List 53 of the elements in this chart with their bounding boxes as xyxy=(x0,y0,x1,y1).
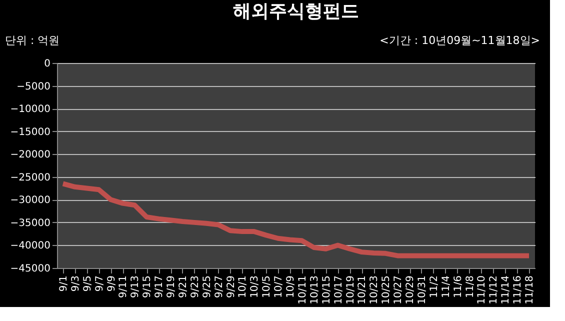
x-tick-label: 11/10 xyxy=(476,276,488,304)
x-tick-label: 11/6 xyxy=(452,276,464,298)
y-tick-label: −10000 xyxy=(10,104,50,116)
x-tick-label: 9/17 xyxy=(154,276,166,298)
y-tick-label: −45000 xyxy=(10,264,50,274)
x-tick-label: 10/27 xyxy=(393,276,404,304)
x-tick-label: 10/31 xyxy=(416,276,428,304)
x-tick-label: 10/3 xyxy=(250,276,261,298)
y-tick-label: −40000 xyxy=(10,240,50,252)
x-tick-label: 9/7 xyxy=(94,276,106,292)
y-tick-label: −25000 xyxy=(10,172,50,184)
x-tick-label: 9/9 xyxy=(106,276,118,292)
x-tick-label: 10/1 xyxy=(238,276,249,298)
y-tick-label: −5000 xyxy=(16,81,50,92)
x-tick-label: 9/19 xyxy=(166,276,178,298)
x-tick-label: 11/12 xyxy=(488,276,500,304)
y-tick-label: −15000 xyxy=(10,126,50,138)
x-tick-label: 9/21 xyxy=(178,276,189,298)
x-tick-label: 10/5 xyxy=(262,276,273,298)
y-tick-label: −35000 xyxy=(10,218,50,229)
x-tick-label: 9/13 xyxy=(130,276,142,298)
text: 단위 : 억원 xyxy=(5,34,60,47)
x-tick-label: 10/19 xyxy=(345,276,356,304)
chart-title: 해외주식형펀드 xyxy=(233,1,359,22)
x-tick-label: 11/14 xyxy=(500,276,512,304)
x-tick-label: 9/27 xyxy=(214,276,225,298)
x-tick-label: 9/15 xyxy=(142,276,154,298)
y-tick-label: 0 xyxy=(44,58,50,70)
x-tick-label: 10/17 xyxy=(333,276,344,304)
x-tick-label: 9/1 xyxy=(58,276,70,292)
x-tick-label: 10/11 xyxy=(297,276,308,304)
x-tick-label: 10/7 xyxy=(274,276,285,298)
y-tick-label: −20000 xyxy=(10,150,50,161)
x-tick-label: 9/5 xyxy=(82,276,94,292)
x-tick-label: 11/18 xyxy=(524,276,536,304)
text: <기간 : 10년09월~11월18일> xyxy=(380,34,540,47)
x-tick-label: 10/29 xyxy=(405,276,416,304)
x-tick-label: 9/25 xyxy=(202,276,213,298)
x-tick-label: 10/21 xyxy=(357,276,368,304)
x-tick-label: 10/15 xyxy=(321,276,332,304)
x-tick-label: 10/23 xyxy=(369,276,380,304)
x-tick-label: 11/16 xyxy=(512,276,524,304)
x-tick-label: 10/9 xyxy=(286,276,297,298)
x-tick-label: 9/3 xyxy=(70,276,82,292)
x-tick-label: 10/13 xyxy=(309,276,320,304)
x-tick-label: 9/23 xyxy=(190,276,201,298)
x-tick-label: 11/2 xyxy=(428,276,440,298)
x-tick-label: 11/4 xyxy=(440,276,452,298)
x-tick-label: 9/11 xyxy=(118,276,130,298)
x-tick-label: 9/29 xyxy=(226,276,237,298)
y-tick-label: −30000 xyxy=(10,195,50,206)
x-tick-label: 11/8 xyxy=(464,276,476,298)
x-tick-label: 10/25 xyxy=(381,276,392,304)
